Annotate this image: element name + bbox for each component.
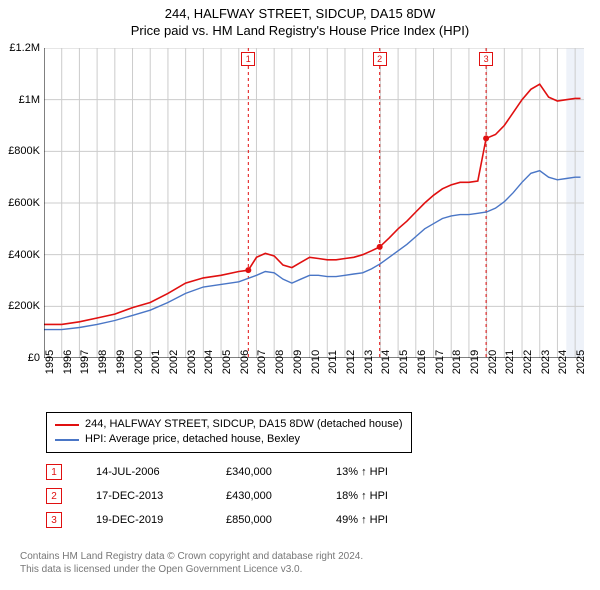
x-tick-label: 2012 [345, 350, 357, 374]
legend-label: HPI: Average price, detached house, Bexl… [85, 432, 300, 447]
y-tick-label: £200K [8, 300, 40, 312]
y-tick-label: £0 [28, 352, 40, 364]
x-tick-label: 2020 [487, 350, 499, 374]
x-tick-label: 2007 [256, 350, 268, 374]
x-tick-label: 1995 [44, 350, 56, 374]
x-tick-label: 2013 [363, 350, 375, 374]
sales-table: 1 14-JUL-2006£340,00013% ↑ HPI 2 17-DEC-201… [46, 460, 456, 532]
sale-marker-3: 3 [479, 52, 493, 66]
sales-row: 1 14-JUL-2006£340,00013% ↑ HPI [46, 460, 456, 484]
x-tick-label: 2019 [469, 350, 481, 374]
x-tick-label: 2004 [203, 350, 215, 374]
x-axis: 1995199619971998199920002001200220032004… [44, 360, 584, 410]
x-tick-label: 2008 [274, 350, 286, 374]
legend-swatch [55, 424, 79, 426]
y-tick-label: £1M [19, 94, 40, 106]
x-tick-label: 2018 [451, 350, 463, 374]
x-tick-label: 1998 [97, 350, 109, 374]
y-tick-label: £400K [8, 249, 40, 261]
footer-line-2: This data is licensed under the Open Gov… [20, 563, 363, 576]
x-tick-label: 2006 [239, 350, 251, 374]
sale-marker-box: 2 [46, 488, 62, 504]
legend-label: 244, HALFWAY STREET, SIDCUP, DA15 8DW (d… [85, 417, 403, 432]
x-tick-label: 2022 [522, 350, 534, 374]
x-tick-label: 2015 [398, 350, 410, 374]
sale-marker-1: 1 [241, 52, 255, 66]
legend-item: HPI: Average price, detached house, Bexl… [55, 432, 403, 447]
x-tick-label: 2025 [575, 350, 587, 374]
chart-container: 244, HALFWAY STREET, SIDCUP, DA15 8DW Pr… [0, 0, 600, 590]
x-tick-label: 2003 [186, 350, 198, 374]
x-tick-label: 1996 [62, 350, 74, 374]
sale-price: £430,000 [226, 490, 336, 502]
legend-item: 244, HALFWAY STREET, SIDCUP, DA15 8DW (d… [55, 417, 403, 432]
y-tick-label: £600K [8, 197, 40, 209]
title-line-2: Price paid vs. HM Land Registry's House … [0, 23, 600, 40]
footer-line-1: Contains HM Land Registry data © Crown c… [20, 550, 363, 563]
sale-diff: 49% ↑ HPI [336, 514, 456, 526]
x-tick-label: 2010 [310, 350, 322, 374]
footer-attribution: Contains HM Land Registry data © Crown c… [20, 550, 363, 576]
x-tick-label: 2011 [327, 350, 339, 374]
x-tick-label: 2023 [540, 350, 552, 374]
x-tick-label: 2016 [416, 350, 428, 374]
x-tick-label: 2005 [221, 350, 233, 374]
sale-date: 14-JUL-2006 [96, 466, 226, 478]
x-tick-label: 2001 [150, 350, 162, 374]
sale-marker-box: 3 [46, 512, 62, 528]
chart-svg [44, 48, 584, 358]
y-axis: £0£200K£400K£600K£800K£1M£1.2M [0, 48, 44, 358]
sale-diff: 13% ↑ HPI [336, 466, 456, 478]
x-tick-label: 1997 [79, 350, 91, 374]
sale-price: £850,000 [226, 514, 336, 526]
y-tick-label: £800K [8, 145, 40, 157]
sale-marker-2: 2 [373, 52, 387, 66]
x-tick-label: 2009 [292, 350, 304, 374]
x-tick-label: 2002 [168, 350, 180, 374]
sale-marker-box: 1 [46, 464, 62, 480]
title-block: 244, HALFWAY STREET, SIDCUP, DA15 8DW Pr… [0, 0, 600, 40]
sales-row: 2 17-DEC-2013£430,00018% ↑ HPI [46, 484, 456, 508]
x-tick-label: 2014 [380, 350, 392, 374]
x-tick-label: 2021 [504, 350, 516, 374]
legend-swatch [55, 439, 79, 441]
sale-date: 19-DEC-2019 [96, 514, 226, 526]
title-line-1: 244, HALFWAY STREET, SIDCUP, DA15 8DW [0, 6, 600, 23]
x-tick-label: 1999 [115, 350, 127, 374]
sale-diff: 18% ↑ HPI [336, 490, 456, 502]
x-tick-label: 2017 [434, 350, 446, 374]
sales-row: 3 19-DEC-2019£850,00049% ↑ HPI [46, 508, 456, 532]
chart-plot-area: 1 2 3 [44, 48, 584, 358]
legend-box: 244, HALFWAY STREET, SIDCUP, DA15 8DW (d… [46, 412, 412, 453]
sale-date: 17-DEC-2013 [96, 490, 226, 502]
x-tick-label: 2024 [557, 350, 569, 374]
sale-price: £340,000 [226, 466, 336, 478]
y-tick-label: £1.2M [9, 42, 40, 54]
x-tick-label: 2000 [133, 350, 145, 374]
